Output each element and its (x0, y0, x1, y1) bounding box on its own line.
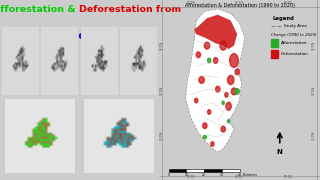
Text: 0: 0 (168, 173, 170, 177)
Bar (187, 169, 204, 172)
Text: 35°0'N: 35°0'N (312, 40, 316, 50)
Text: 33°0'N: 33°0'N (160, 85, 164, 95)
Text: 10: 10 (184, 173, 188, 177)
Text: 51°0'E: 51°0'E (284, 1, 292, 5)
Bar (169, 169, 187, 172)
Text: 49°0'E: 49°0'E (235, 175, 244, 179)
Text: 51°0'E: 51°0'E (284, 175, 292, 179)
Text: 40: 40 (237, 173, 242, 177)
Text: 47°0'E: 47°0'E (187, 1, 196, 5)
Text: Deforestation from: Deforestation from (79, 5, 181, 14)
Text: 47°0'E: 47°0'E (187, 175, 196, 179)
Text: 33°0'N: 33°0'N (312, 85, 316, 95)
Text: 31°0'N: 31°0'N (160, 130, 164, 140)
Bar (204, 169, 222, 172)
Text: 30: 30 (220, 173, 224, 177)
Text: 20: 20 (202, 173, 206, 177)
Text: 35°0'N: 35°0'N (160, 40, 164, 50)
Text: Afforestation & Deforestation (1990 to 2020): Afforestation & Deforestation (1990 to 2… (185, 3, 294, 8)
Text: 49°0'E: 49°0'E (235, 1, 244, 5)
Text: Afforestation &: Afforestation & (0, 5, 79, 14)
Bar (222, 169, 239, 172)
Text: 1990 to 2020: 1990 to 2020 (41, 31, 118, 41)
Text: 31°0'N: 31°0'N (312, 130, 316, 140)
Text: Kilometers: Kilometers (243, 173, 258, 177)
